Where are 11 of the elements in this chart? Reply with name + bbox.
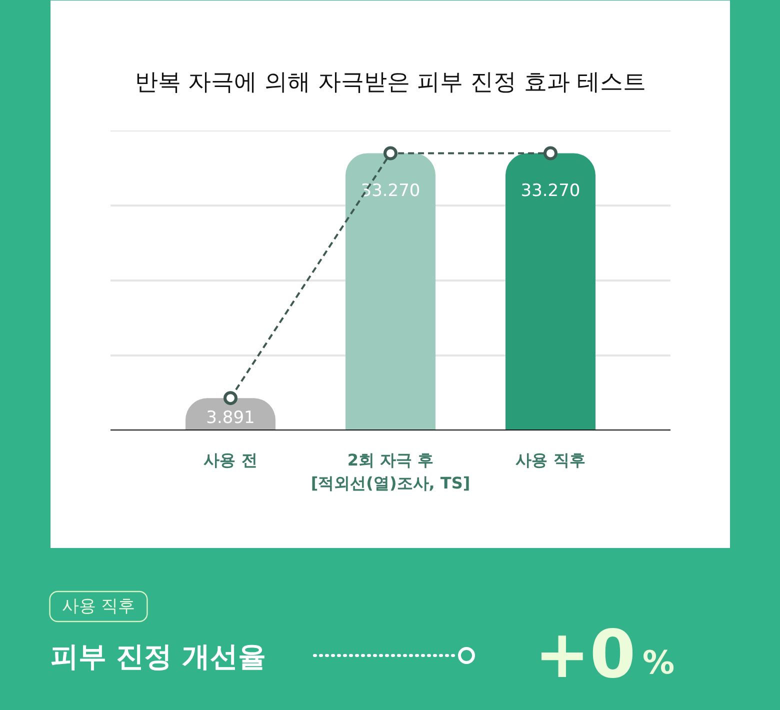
x-tick-label: 사용 전 xyxy=(204,450,258,470)
data-label: 33.270 xyxy=(520,180,580,201)
x-tick-label: 2회 자극 후 [적외선(열)조사, TS] xyxy=(310,450,470,492)
x-tick-label: 사용 직후 xyxy=(516,450,586,470)
data-label: 3.891 xyxy=(206,408,255,428)
text: 사용 직후 xyxy=(62,596,136,616)
text: +0 xyxy=(534,616,636,693)
text: 피부 진정 개선율 xyxy=(50,640,266,673)
chart-title: 반복 자극에 의해 자극받은 피부 진정 효과 테스트 xyxy=(134,70,646,96)
data-label: 33.270 xyxy=(360,180,420,201)
text: % xyxy=(642,644,675,682)
